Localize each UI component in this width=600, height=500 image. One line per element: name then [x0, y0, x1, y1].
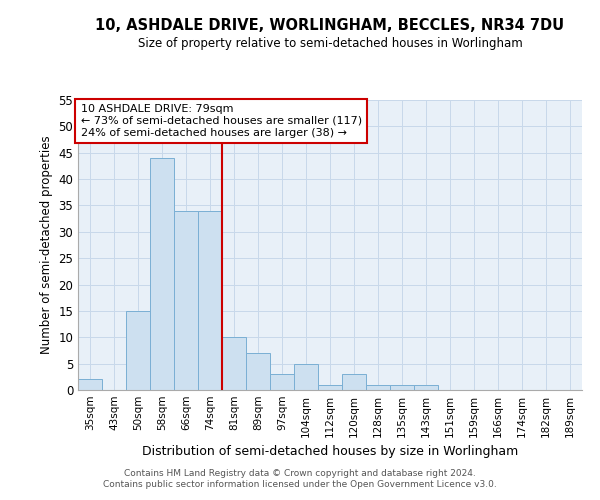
Bar [318, 384, 342, 390]
Bar [198, 210, 222, 390]
Text: Size of property relative to semi-detached houses in Worlingham: Size of property relative to semi-detach… [137, 38, 523, 51]
Y-axis label: Number of semi-detached properties: Number of semi-detached properties [40, 136, 53, 354]
Text: 10 ASHDALE DRIVE: 79sqm
← 73% of semi-detached houses are smaller (117)
24% of s: 10 ASHDALE DRIVE: 79sqm ← 73% of semi-de… [80, 104, 362, 138]
Bar [366, 384, 390, 390]
Bar [174, 210, 198, 390]
Bar [342, 374, 366, 390]
Bar [246, 353, 270, 390]
Bar [390, 384, 414, 390]
Bar [414, 384, 438, 390]
Text: Contains HM Land Registry data © Crown copyright and database right 2024.: Contains HM Land Registry data © Crown c… [124, 468, 476, 477]
Bar [150, 158, 174, 390]
Bar [270, 374, 294, 390]
Bar [78, 380, 102, 390]
Text: 10, ASHDALE DRIVE, WORLINGHAM, BECCLES, NR34 7DU: 10, ASHDALE DRIVE, WORLINGHAM, BECCLES, … [95, 18, 565, 32]
Bar [222, 338, 246, 390]
Text: Contains public sector information licensed under the Open Government Licence v3: Contains public sector information licen… [103, 480, 497, 489]
Bar [126, 311, 150, 390]
X-axis label: Distribution of semi-detached houses by size in Worlingham: Distribution of semi-detached houses by … [142, 446, 518, 458]
Bar [294, 364, 318, 390]
